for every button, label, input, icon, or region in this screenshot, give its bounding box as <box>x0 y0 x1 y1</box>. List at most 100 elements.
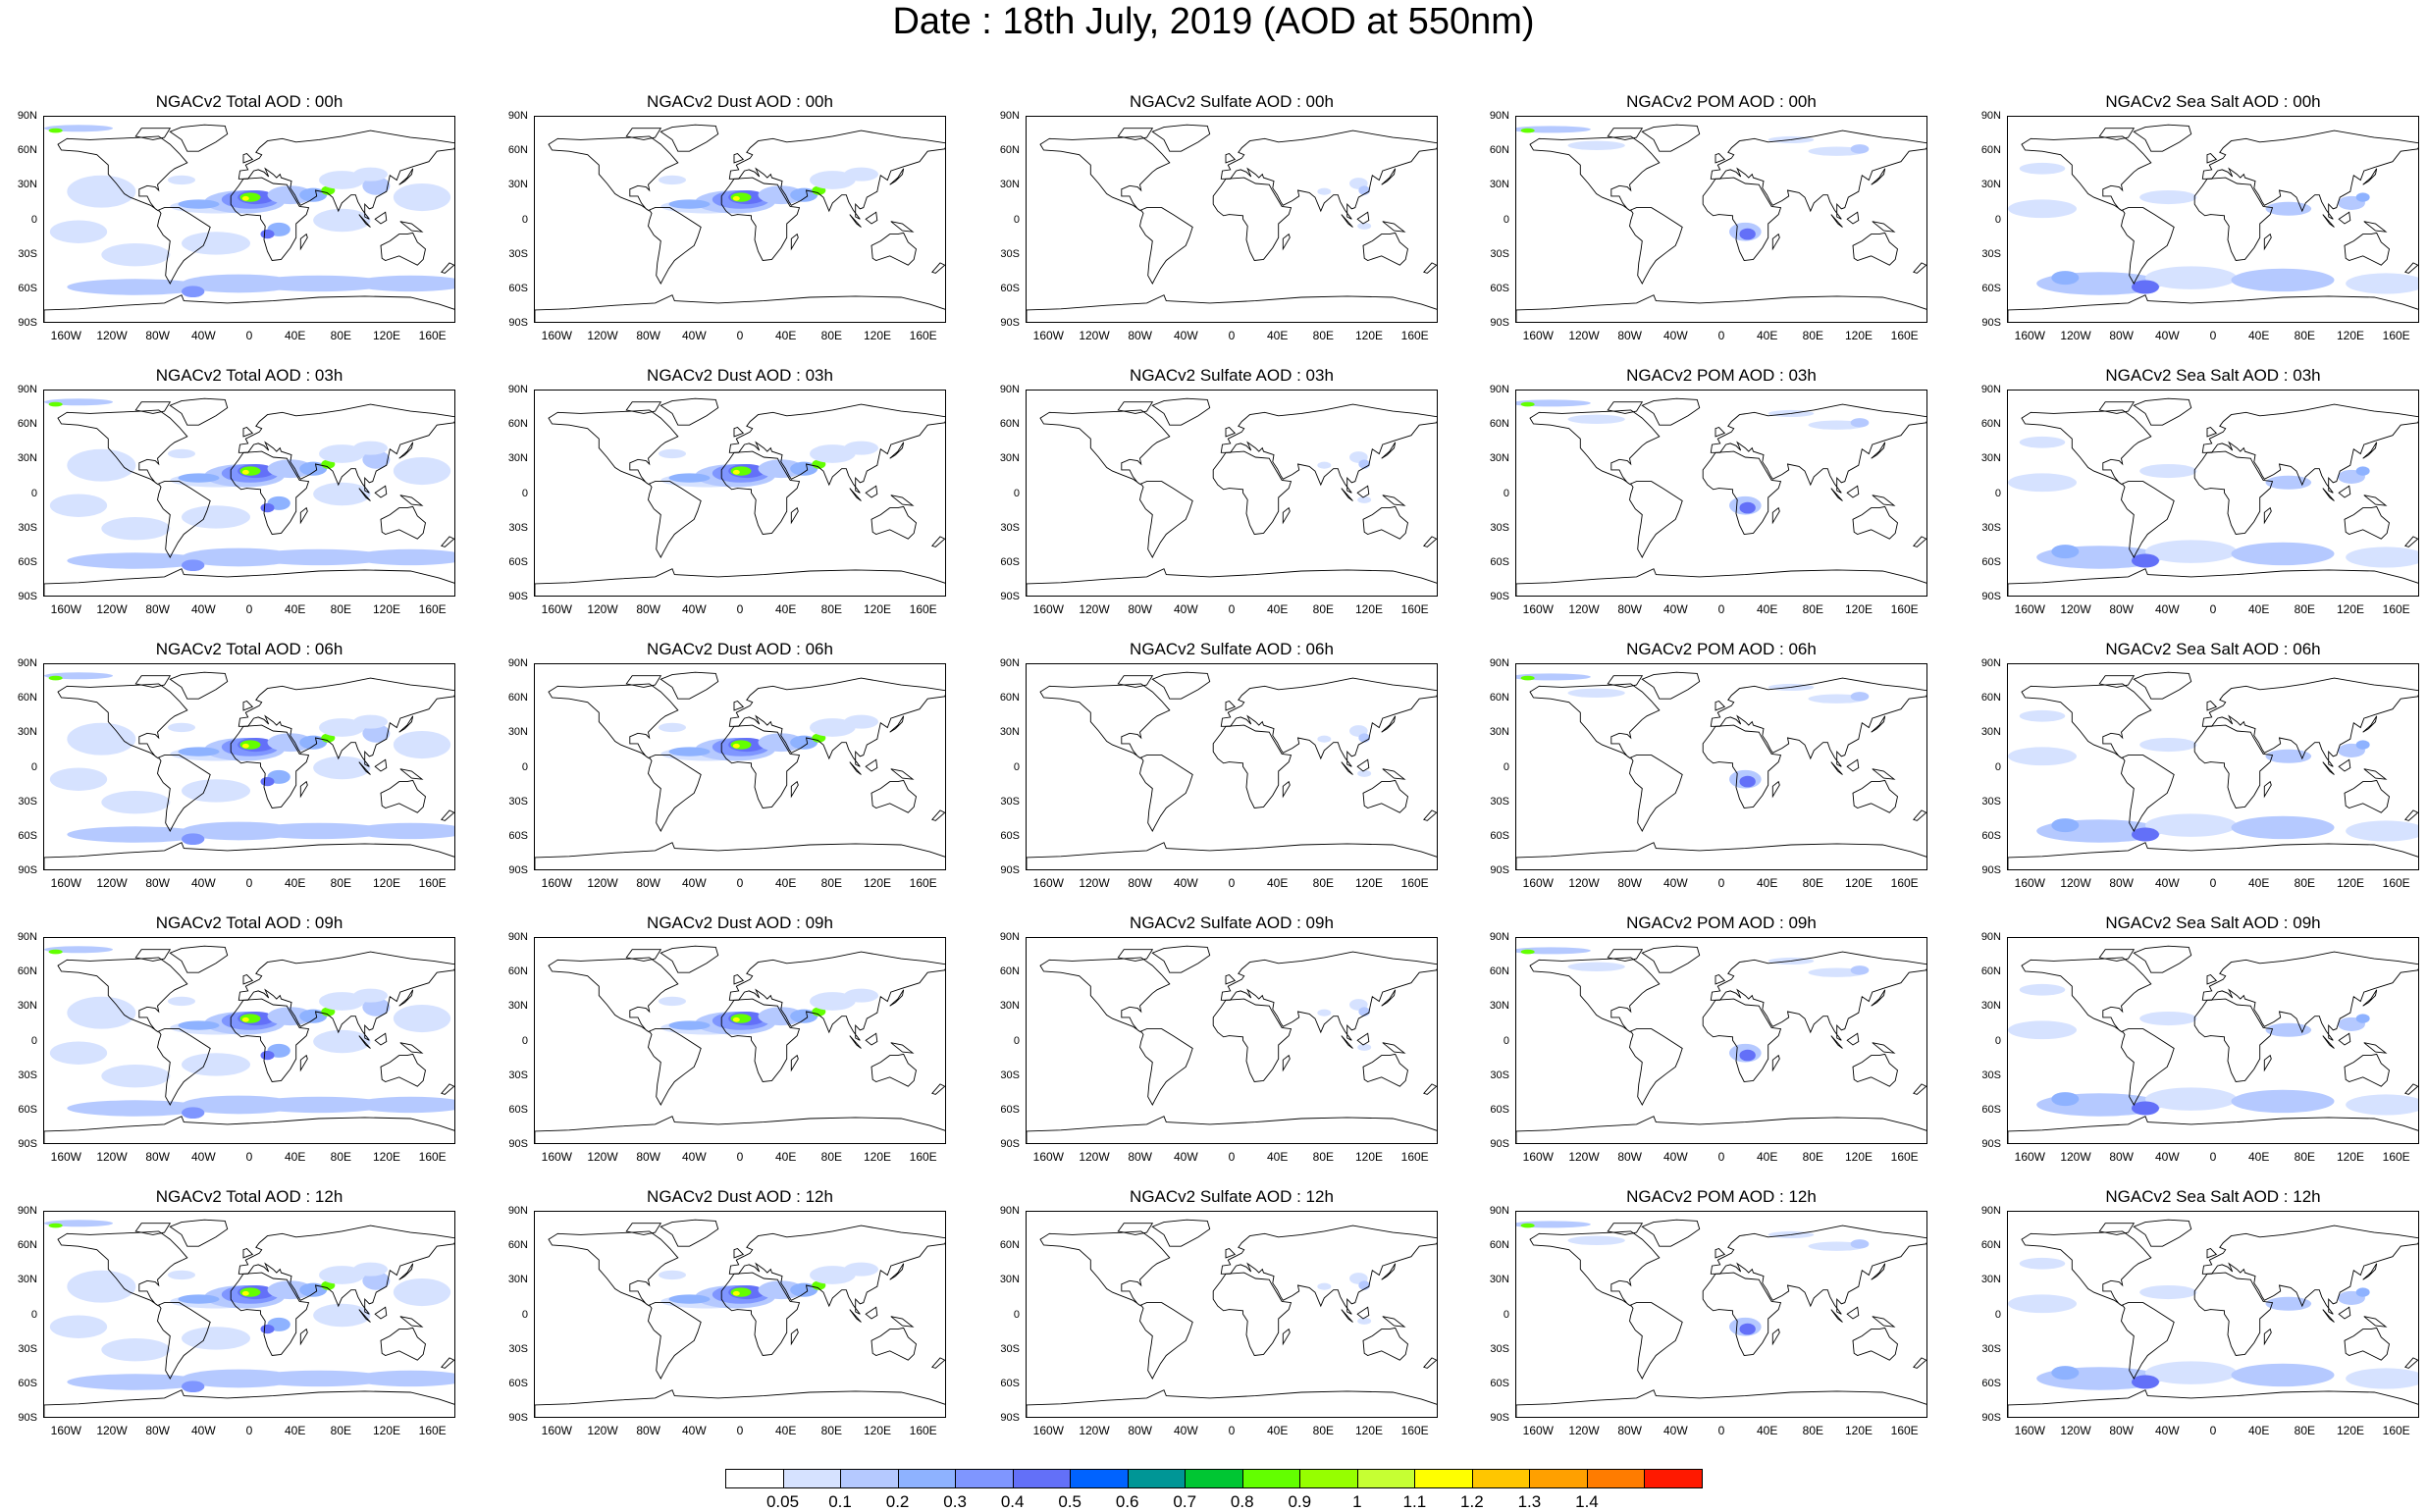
aerosol-contour <box>101 1064 171 1088</box>
coastline <box>1830 1035 1843 1049</box>
lon-tick-label: 0 <box>1228 876 1236 890</box>
lon-tick-label: 160W <box>2014 329 2045 342</box>
coastline <box>720 998 801 1082</box>
aerosol-contour <box>1357 769 1372 777</box>
lon-tick-label: 0 <box>245 1424 253 1437</box>
lon-tick-label: 40E <box>1266 602 1289 616</box>
aerosol-contour <box>362 723 391 743</box>
coastline <box>1356 485 1370 498</box>
aerosol-contour <box>319 992 365 1011</box>
aod-field-map <box>535 124 945 322</box>
coastline <box>1356 758 1370 772</box>
map-panel-total <box>43 116 455 323</box>
lat-tick-label: 60S <box>18 1103 37 1116</box>
lon-tick-label: 40E <box>2247 1424 2270 1437</box>
lat-tick-label: 0 <box>1503 1034 1509 1047</box>
coastline <box>1516 842 1926 869</box>
coastline <box>2206 152 2218 164</box>
lon-tick-label: 0 <box>736 1150 744 1164</box>
coastline <box>1629 1302 1683 1380</box>
lon-tick-label: 40E <box>2247 876 2270 890</box>
coastline <box>2363 1316 2388 1328</box>
coastline <box>2098 128 2136 140</box>
aerosol-contour <box>2355 740 2370 750</box>
lon-tick-label: 0 <box>736 876 744 890</box>
aod-field-map <box>1516 397 1926 596</box>
lon-tick-label: 120E <box>372 329 401 342</box>
lat-tick-label: 30S <box>1490 1069 1509 1081</box>
aerosol-contour <box>353 988 388 1003</box>
lon-tick-label: 40E <box>1756 329 1778 342</box>
aerosol-contour <box>353 275 454 292</box>
coastline <box>237 1225 454 1315</box>
coastline <box>720 450 801 535</box>
lat-tick-label: 90N <box>507 931 528 943</box>
map-panel-dust <box>534 116 946 323</box>
lon-tick-label: 120W <box>96 876 128 890</box>
lon-tick-label: 120W <box>1568 602 1600 616</box>
coastline <box>134 949 172 962</box>
colorbar-label: 0.8 <box>1230 1492 1254 1511</box>
lat-tick-label: 90N <box>1980 384 2001 395</box>
coastline <box>441 809 454 821</box>
aerosol-contour <box>810 1266 856 1284</box>
lon-tick-label: 120E <box>1354 329 1384 342</box>
lon-tick-label: 40W <box>1662 1424 1688 1437</box>
coastline <box>2121 481 2175 558</box>
aod-field-map <box>44 124 454 322</box>
coastline <box>299 506 308 525</box>
lat-tick-label: 90S <box>508 1138 528 1150</box>
coastline <box>1225 426 1237 438</box>
colorbar-label: 0.2 <box>885 1492 910 1511</box>
coastline <box>1852 505 1898 540</box>
coastline <box>1212 724 1293 808</box>
coastline <box>1282 506 1291 525</box>
aod-field-map <box>44 397 454 596</box>
aerosol-contour <box>2145 1087 2238 1111</box>
panel-title: NGACv2 Dust AOD : 09h <box>647 913 833 932</box>
panel-title: NGACv2 POM AOD : 06h <box>1626 640 1817 658</box>
lat-tick-label: 30N <box>1489 452 1509 465</box>
lon-tick-label: 120E <box>2336 602 2365 616</box>
lat-tick-label: 90N <box>507 1205 528 1217</box>
lon-tick-label: 120E <box>863 329 892 342</box>
lon-tick-label: 160E <box>1890 1150 1919 1164</box>
lat-tick-label: 90N <box>999 110 1020 122</box>
lon-tick-label: 160E <box>2382 329 2410 342</box>
coastline <box>2404 1083 2418 1095</box>
lon-tick-label: 160E <box>1400 876 1429 890</box>
lon-tick-label: 120W <box>1568 1150 1600 1164</box>
lon-tick-label: 40W <box>1662 602 1688 616</box>
coastline <box>1607 128 1644 140</box>
coastline <box>1362 1327 1408 1361</box>
lon-tick-label: 160E <box>1890 329 1919 342</box>
coastline <box>889 168 905 185</box>
aerosol-contour <box>2346 820 2418 842</box>
coastline <box>1220 677 1437 767</box>
aerosol-contour <box>67 996 136 1029</box>
lon-tick-label: 80E <box>1802 1424 1823 1437</box>
lon-tick-label: 80E <box>330 1424 351 1437</box>
lon-tick-label: 80W <box>1617 602 1642 616</box>
lat-tick-label: 90S <box>1981 1412 2001 1424</box>
coastline <box>2404 1357 2418 1369</box>
coastline <box>548 957 679 1033</box>
coastline <box>548 409 679 486</box>
lon-tick-label: 80E <box>2294 1424 2315 1437</box>
coastline <box>1771 506 1780 525</box>
coastline <box>728 677 945 767</box>
aerosol-contour <box>659 1270 686 1280</box>
aerosol-contour <box>2355 466 2370 476</box>
lat-tick-label: 60S <box>1490 555 1509 568</box>
lat-tick-label: 90N <box>17 384 37 395</box>
lon-tick-label: 160W <box>1032 329 1064 342</box>
lon-tick-label: 40E <box>1756 602 1778 616</box>
panel-title: NGACv2 Total AOD : 06h <box>155 640 343 658</box>
lat-tick-label: 60N <box>507 965 528 978</box>
coastline <box>1381 1263 1397 1280</box>
coastline <box>1641 1219 1701 1247</box>
coastline <box>1423 1357 1437 1369</box>
coastline <box>2121 1302 2175 1380</box>
lat-tick-label: 60S <box>508 1103 528 1116</box>
panel-title: NGACv2 POM AOD : 09h <box>1626 913 1817 932</box>
